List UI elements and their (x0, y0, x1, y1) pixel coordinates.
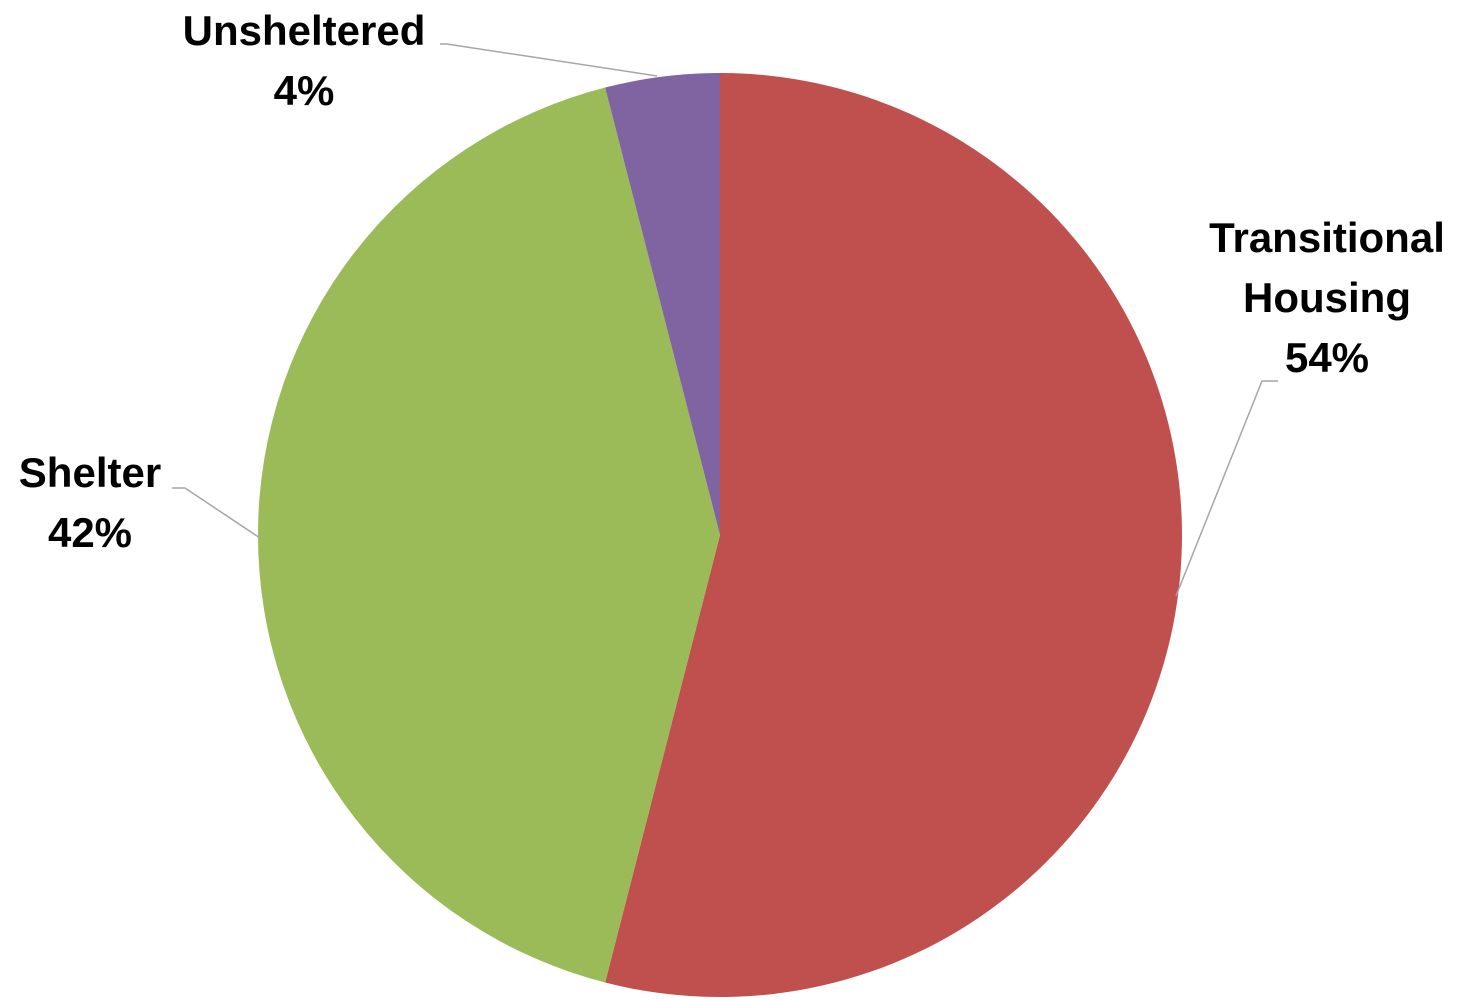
data-label-transitional-housing: Transitional Housing 54% (1209, 214, 1445, 381)
data-label-percent: 42% (48, 509, 132, 556)
leader-lines (172, 43, 1278, 597)
pie-slice-transitional-housing (605, 73, 1182, 997)
pie-slice-unsheltered (605, 73, 720, 535)
pie-slice-shelter (257, 87, 720, 983)
data-label-category: Housing (1243, 274, 1411, 321)
leader-line-shelter (172, 487, 261, 539)
leader-line-transitional-housing (1175, 380, 1278, 597)
pie-slices (257, 73, 1182, 997)
data-label-percent: 4% (274, 67, 335, 114)
data-label-shelter: Shelter 42% (19, 449, 161, 556)
leader-line-unsheltered (440, 43, 658, 77)
data-label-percent: 54% (1285, 334, 1369, 381)
data-label-category: Unsheltered (183, 7, 426, 54)
data-labels: Transitional Housing 54% Shelter 42% Unshelte… (19, 7, 1445, 556)
data-label-unsheltered: Unsheltered 4% (183, 7, 426, 114)
data-label-category: Shelter (19, 449, 161, 496)
data-label-category: Transitional (1209, 214, 1445, 261)
